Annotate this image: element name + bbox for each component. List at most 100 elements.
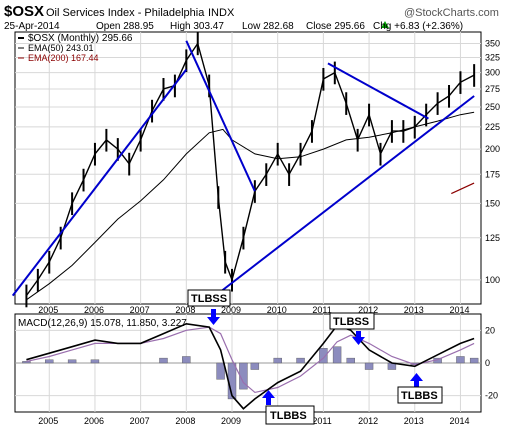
quote-close: Close 295.66 [306, 21, 365, 32]
down-arrow-icon [352, 331, 365, 345]
annotation-box [187, 289, 231, 307]
price-xtick-label: 2008 [175, 305, 195, 315]
macd-xtick-label: 2005 [38, 416, 58, 426]
price-xtick-label: 2011 [312, 305, 331, 315]
price-tick-label: 125 [485, 233, 500, 243]
legend-ema50: EMA(50) 243.01 [28, 43, 94, 53]
macd-histogram-bar [67, 359, 77, 364]
annotation-tlbbs-2013: TLBBS [397, 373, 443, 404]
annotation-box [265, 405, 315, 425]
macd-histogram-bar [250, 362, 260, 370]
ema50-line [26, 111, 475, 301]
price-tick-label: 325 [485, 52, 500, 62]
annotation-tlbss-2011: TLBSS [329, 312, 375, 345]
macd-xtick-label: 2009 [221, 416, 241, 426]
macd-tick-label: -20 [485, 391, 498, 401]
chart-name: Oil Services Index - Philadelphia [46, 7, 205, 19]
macd-histogram-bar [239, 362, 248, 390]
macd-histogram-bar [90, 359, 100, 364]
macd-xtick-label: 2007 [130, 416, 150, 426]
price-xtick-label: 2007 [130, 305, 150, 315]
price-tick-label: 150 [485, 198, 500, 208]
price-xtick-label: 2006 [84, 305, 104, 315]
annotation-tlbss-2008: TLBSS [187, 289, 231, 325]
price-series-group [25, 32, 476, 308]
macd-tick-label: 0 [485, 358, 490, 368]
macd-xtick-label: 2006 [84, 416, 104, 426]
legend-price: $OSX (Monthly) 295.66 [28, 33, 133, 44]
ema200-line [451, 182, 475, 195]
annotation-tlbbs-2009: TLBBS [262, 390, 315, 425]
macd-histogram-bar [346, 357, 355, 364]
price-xtick-label: 2005 [38, 305, 58, 315]
quote-change: Chg +6.83 (+2.36%) [373, 21, 463, 32]
price-tick-label: 250 [485, 102, 500, 112]
annotation-label: TLBSS [191, 293, 227, 305]
price-xtick-label: 2010 [267, 305, 287, 315]
macd-histogram-bar [296, 357, 305, 364]
macd-histogram-bar [364, 362, 374, 370]
price-line [25, 41, 475, 297]
trendline [203, 95, 475, 305]
chart-date: 25-Apr-2014 [4, 21, 60, 32]
price-tick-label: 225 [485, 122, 500, 132]
price-legend: $OSX (Monthly) 295.66 EMA(50) 243.01 EMA… [18, 33, 133, 63]
legend-ema200: EMA(200) 167.44 [28, 53, 99, 63]
up-arrow-icon [381, 21, 389, 28]
macd-histogram-bar [273, 357, 282, 364]
annotation-label: TLBBS [270, 410, 307, 422]
macd-histogram-bar [45, 359, 54, 364]
price-xtick-label: 2009 [221, 305, 241, 315]
trendline [327, 62, 429, 120]
up-arrow-icon [410, 373, 423, 388]
macd-histogram-bar [22, 361, 31, 364]
annotation-label: TLBSS [333, 316, 369, 328]
macd-legend: MACD(12,26,9) 15.078, 11.850, 3.227 [18, 318, 187, 329]
quote-high: High 303.47 [170, 21, 224, 32]
quote-open: Open 288.95 [96, 21, 154, 32]
price-panel [14, 31, 482, 305]
annotation-box [397, 386, 443, 404]
macd-histogram-bar [159, 357, 168, 364]
macd-xtick-label: 2014 [449, 416, 469, 426]
annotation-label: TLBBS [401, 390, 438, 402]
trendline [185, 40, 256, 192]
price-tick-label: 200 [485, 144, 500, 154]
macd-xtick-label: 2012 [358, 416, 378, 426]
watermark: @StockCharts.com [404, 7, 499, 19]
macd-axis: -20 0 20 [485, 325, 498, 400]
price-time-axis: 2005 2006 2007 2008 2009 2010 2011 2012 2013 2014 [38, 305, 469, 315]
price-tick-label: 175 [485, 169, 500, 179]
chart-symbol: $OSX [4, 3, 44, 20]
quote-low: Low 282.68 [242, 21, 294, 32]
price-xtick-label: 2014 [449, 305, 469, 315]
macd-xtick-label: 2008 [175, 416, 195, 426]
macd-xtick-label: 2011 [312, 416, 331, 426]
macd-histogram-bar [469, 357, 479, 364]
price-tick-label: 350 [485, 39, 500, 49]
price-xtick-label: 2013 [404, 305, 424, 315]
macd-histogram-bar [319, 348, 328, 364]
chart-exchange: INDX [208, 7, 235, 19]
macd-histogram-bar [216, 362, 225, 380]
macd-tick-label: 20 [485, 325, 495, 335]
macd-histogram-bar [182, 356, 191, 364]
down-arrow-icon [207, 309, 220, 325]
macd-xtick-label: 2013 [404, 416, 424, 426]
macd-line [26, 322, 475, 410]
macd-series-group [22, 322, 479, 410]
price-tick-label: 275 [485, 84, 500, 94]
macd-histogram-bar [456, 356, 465, 364]
price-xtick-label: 2012 [358, 305, 378, 315]
price-tick-label: 100 [485, 275, 500, 285]
up-arrow-icon [262, 390, 275, 405]
trendlines-group [11, 40, 475, 305]
price-axis: 100 125 150 175 200 225 250 275 300 325 350 [485, 39, 500, 285]
price-tick-label: 300 [485, 68, 500, 78]
macd-histogram-bar [332, 346, 342, 364]
trendline [11, 68, 188, 297]
annotation-box [329, 312, 375, 330]
